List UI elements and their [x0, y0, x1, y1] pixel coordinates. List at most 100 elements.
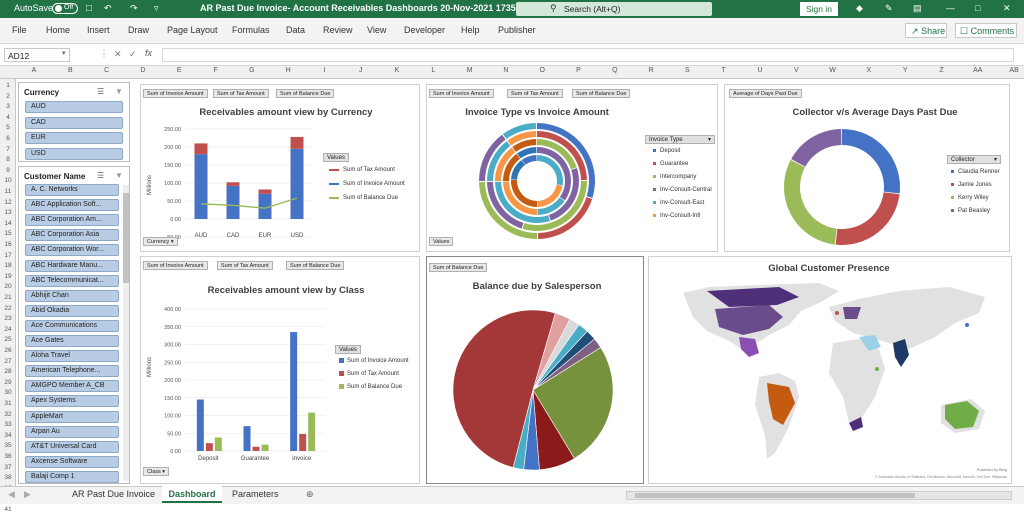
- cancel-icon[interactable]: ✕: [114, 49, 122, 59]
- column-header[interactable]: K: [394, 67, 400, 74]
- tab-publisher[interactable]: Publisher: [498, 25, 536, 35]
- row-header[interactable]: 17: [4, 251, 12, 259]
- field-button-balance[interactable]: Sum of Balance Due: [572, 89, 631, 98]
- search-box[interactable]: ⚲ Search (Alt+Q): [516, 2, 712, 16]
- column-header[interactable]: S: [685, 67, 690, 74]
- slicer-item[interactable]: EUR: [25, 132, 123, 144]
- slicer-item[interactable]: CAD: [25, 116, 123, 129]
- add-sheet-icon[interactable]: ⊕: [306, 489, 314, 499]
- tab-home[interactable]: Home: [46, 25, 71, 35]
- row-header[interactable]: 16: [4, 241, 12, 248]
- column-header[interactable]: H: [285, 67, 291, 74]
- row-header[interactable]: 33: [4, 421, 12, 429]
- class-axis-button[interactable]: Class ▾: [143, 467, 170, 476]
- column-header[interactable]: AA: [973, 67, 983, 74]
- row-header[interactable]: 36: [4, 453, 12, 460]
- clear-filter-icon[interactable]: ▼: [115, 171, 123, 180]
- multi-select-icon[interactable]: ☰: [97, 87, 105, 96]
- row-header[interactable]: 13: [4, 209, 12, 217]
- slicer-item[interactable]: Ace Communications: [25, 319, 119, 332]
- column-header[interactable]: B: [67, 67, 73, 74]
- row-header[interactable]: 15: [4, 230, 12, 238]
- ribbon-display-icon[interactable]: ▤: [913, 3, 922, 13]
- slicer-item[interactable]: AppleMart: [25, 410, 119, 423]
- row-header[interactable]: 23: [4, 315, 12, 323]
- column-header[interactable]: U: [757, 67, 763, 74]
- customize-icon[interactable]: ▿: [154, 3, 159, 13]
- slicer-item[interactable]: Axcense Software: [25, 455, 119, 468]
- row-header[interactable]: 32: [4, 410, 12, 418]
- row-header[interactable]: 37: [4, 463, 12, 471]
- slicer-item[interactable]: USD: [25, 147, 123, 160]
- column-header[interactable]: N: [503, 67, 509, 74]
- multi-select-icon[interactable]: ☰: [97, 171, 105, 180]
- field-button-balance[interactable]: Sum of Balance Due: [286, 261, 345, 270]
- row-header[interactable]: 5: [6, 124, 10, 132]
- column-header[interactable]: V: [793, 67, 799, 74]
- column-header[interactable]: Y: [902, 67, 908, 74]
- row-header[interactable]: 20: [4, 283, 12, 291]
- row-header[interactable]: 26: [4, 347, 12, 354]
- row-header[interactable]: 21: [4, 294, 12, 301]
- slicer-item[interactable]: Abhijit Chan: [25, 289, 119, 302]
- field-button-invoice[interactable]: Sum of Invoice Amount: [143, 261, 208, 270]
- column-header[interactable]: AB: [1009, 67, 1019, 74]
- tab-review[interactable]: Review: [323, 25, 353, 35]
- row-header[interactable]: 31: [4, 400, 12, 407]
- field-button-invoice[interactable]: Sum of Invoice Amount: [143, 89, 208, 98]
- name-box-dropdown-icon[interactable]: ▾: [62, 50, 66, 57]
- tab-insert[interactable]: Insert: [87, 25, 110, 35]
- minimize-icon[interactable]: —: [946, 3, 955, 13]
- field-button-tax[interactable]: Sum of Tax Amount: [217, 261, 273, 270]
- row-header[interactable]: 24: [4, 325, 12, 333]
- enter-icon[interactable]: ✓: [129, 49, 137, 59]
- slicer-item[interactable]: Apex Systems: [25, 395, 119, 408]
- row-header[interactable]: 29: [4, 378, 12, 386]
- slicer-item[interactable]: ABC Telecommunicat...: [25, 274, 119, 287]
- row-header[interactable]: 7: [6, 145, 10, 153]
- column-header[interactable]: Q: [612, 67, 618, 74]
- column-header[interactable]: M: [466, 67, 473, 74]
- slicer-scrollbar[interactable]: [123, 185, 129, 481]
- horizontal-scrollbar[interactable]: [626, 491, 1012, 500]
- redo-icon[interactable]: ↷: [130, 3, 138, 13]
- row-header[interactable]: 2: [6, 92, 10, 100]
- column-header[interactable]: A: [31, 67, 37, 74]
- sign-in-button[interactable]: Sign in: [800, 2, 838, 16]
- row-header[interactable]: 1: [6, 82, 10, 89]
- column-header[interactable]: D: [140, 67, 146, 74]
- undo-icon[interactable]: ↶: [104, 3, 112, 13]
- tab-help[interactable]: Help: [461, 25, 480, 35]
- clear-filter-icon[interactable]: ▼: [115, 87, 123, 96]
- field-button-invoice[interactable]: Sum of Invoice Amount: [429, 89, 494, 98]
- row-header[interactable]: 9: [6, 166, 10, 174]
- name-box[interactable]: AD12: [4, 48, 70, 62]
- column-header[interactable]: F: [213, 67, 218, 74]
- slicer-item[interactable]: A. C. Networks: [25, 184, 119, 196]
- column-header[interactable]: I: [323, 67, 326, 74]
- row-header[interactable]: 38: [4, 474, 12, 482]
- row-header[interactable]: 3: [6, 103, 10, 111]
- row-header[interactable]: 22: [4, 304, 12, 312]
- slicer-item[interactable]: ABC Corporation Am...: [25, 214, 119, 227]
- column-header[interactable]: W: [829, 67, 836, 74]
- row-header[interactable]: 11: [4, 188, 12, 195]
- slicer-item[interactable]: Abid Okadia: [25, 304, 119, 317]
- row-header[interactable]: 19: [4, 272, 12, 280]
- close-icon[interactable]: ✕: [1003, 3, 1011, 13]
- row-header[interactable]: 8: [6, 156, 10, 164]
- row-header[interactable]: 25: [4, 336, 12, 344]
- currency-axis-button[interactable]: Currency ▾: [143, 237, 178, 246]
- slicer-item[interactable]: American Telephone...: [25, 365, 119, 378]
- column-header[interactable]: C: [104, 67, 110, 74]
- column-header[interactable]: L: [431, 67, 436, 74]
- row-header[interactable]: 28: [4, 368, 12, 376]
- field-button-tax[interactable]: Sum of Tax Amount: [213, 89, 269, 98]
- slicer-item[interactable]: AT&T Universal Card: [25, 440, 119, 453]
- row-header[interactable]: 14: [4, 219, 12, 227]
- column-header[interactable]: Z: [939, 67, 944, 74]
- slicer-item[interactable]: Balaji Comp 1: [25, 470, 119, 483]
- slicer-item[interactable]: Arpan Au: [25, 425, 119, 438]
- slicer-item[interactable]: ABC Application Soft...: [25, 199, 119, 212]
- sheet-tab-ar-past-due[interactable]: AR Past Due Invoice: [72, 489, 156, 499]
